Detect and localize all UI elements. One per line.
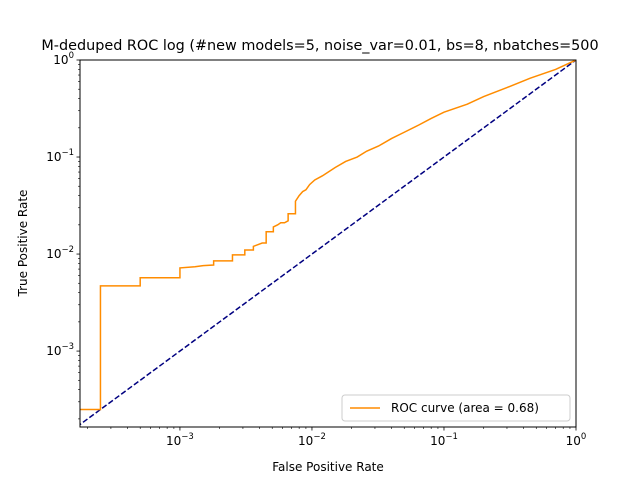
plot-frame xyxy=(79,59,577,428)
chance-diagonal-line xyxy=(80,60,576,426)
plot-area xyxy=(80,60,576,427)
legend-box xyxy=(341,394,571,422)
chart-title: M-deduped ROC log (#new models=5, noise_… xyxy=(41,38,598,54)
series-layer xyxy=(80,60,576,426)
y-tick-label: 100 xyxy=(53,51,74,67)
x-tick-label: 100 xyxy=(566,432,587,448)
x-axis-label: False Positive Rate xyxy=(272,460,384,474)
x-tick-label: 10−3 xyxy=(166,432,194,448)
y-tick-label: 10−2 xyxy=(46,245,74,261)
y-axis-label: True Positive Rate xyxy=(16,190,30,298)
x-tick-label: 10−1 xyxy=(430,432,458,448)
legend-label-roc-curve: ROC curve (area = 0.68) xyxy=(391,401,539,415)
y-tick-label: 10−1 xyxy=(46,148,74,164)
roc-curve-line xyxy=(80,60,576,411)
x-tick-label: 10−2 xyxy=(298,432,326,448)
legend: ROC curve (area = 0.68) xyxy=(341,394,571,422)
tick-layer: 10−3 10−2 10−1 100 10−3 10−2 10−1 100 xyxy=(46,51,586,448)
y-tick-label: 10−3 xyxy=(46,342,74,358)
